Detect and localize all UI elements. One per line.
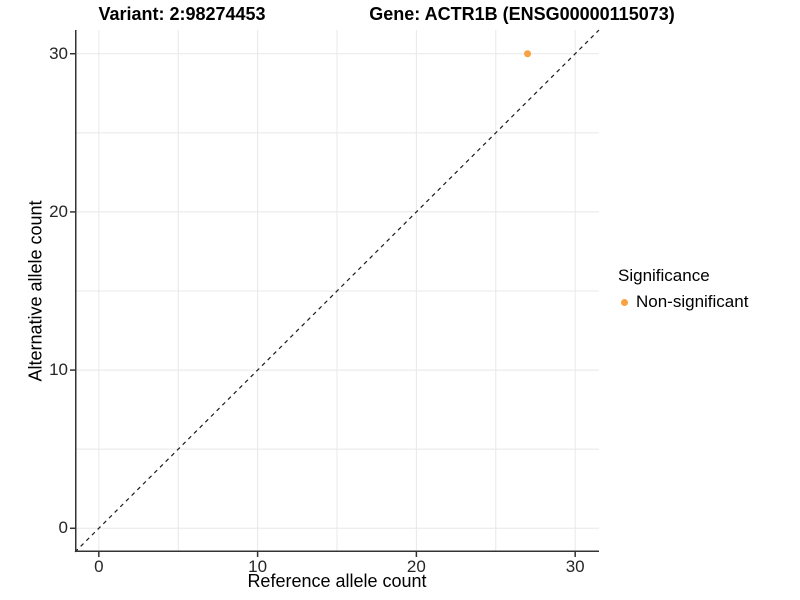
x-axis-title: Reference allele count: [247, 571, 427, 591]
legend-title: Significance: [618, 266, 710, 285]
plot-title-variant: Variant: 2:98274453: [98, 4, 266, 24]
x-tick-label: 10: [248, 557, 268, 576]
x-tick-label: 0: [94, 557, 104, 576]
legend-item: Non-significant: [618, 291, 748, 313]
legend-item-label: Non-significant: [636, 292, 749, 311]
y-tick-label: 0: [58, 518, 68, 538]
y-tick-label: 30: [49, 43, 68, 63]
data-point: [524, 50, 532, 58]
identity-dashed-line: [74, 29, 600, 553]
legend: Significance Non-significant: [618, 266, 748, 313]
x-tick-label: 30: [565, 557, 585, 576]
plot-area: [70, 29, 600, 557]
orange-dot-icon: [621, 298, 628, 306]
y-tick-label: 10: [49, 360, 68, 380]
y-axis-title: Alternative allele count: [25, 200, 46, 382]
x-tick-label: 20: [406, 557, 426, 576]
plot-title-gene: Gene: ACTR1B (ENSG00000115073): [369, 4, 675, 24]
y-tick-label: 20: [49, 201, 68, 221]
